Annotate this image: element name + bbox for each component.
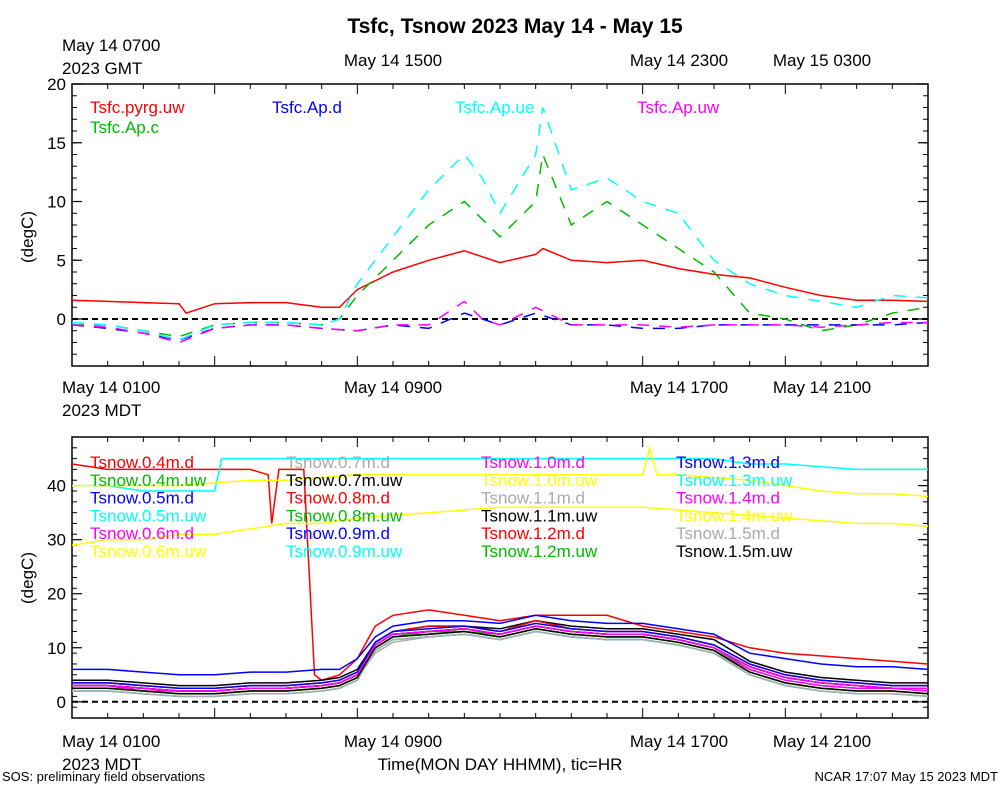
top-mdt-origin-line2: 2023 MDT	[62, 401, 141, 420]
x-axis-label: Time(MON DAY HHMM), tic=HR	[378, 755, 623, 774]
series-line-tsnow-1-4m-d	[72, 625, 928, 692]
legend-entry-tsfc-ap-ue: Tsfc.Ap.ue	[455, 98, 534, 117]
series-line-tsnow-1-5m-d	[72, 630, 929, 698]
legend-entry-tsfc-ap-d: Tsfc.Ap.d	[272, 98, 342, 117]
legend-entry-tsnow-1-4m-uw: Tsnow.1.4m.uw	[676, 506, 793, 525]
top-mdt-tick-3: May 14 2100	[773, 378, 871, 397]
series-line-tsfc-ap-uw	[71, 300, 928, 344]
legend-entry-tsfc-ap-uw: Tsfc.Ap.uw	[637, 98, 720, 117]
legend-entry-tsnow-0-5m-uw: Tsnow.0.5m.uw	[90, 506, 207, 525]
series-line-tsfc-ap-d	[71, 312, 929, 341]
series-line-tsnow-1-5m-uw	[72, 628, 929, 695]
footer-right: NCAR 17:07 May 15 2023 MDT	[814, 769, 998, 784]
bottom-mdt-tick-2: May 14 1700	[630, 732, 728, 751]
series-line-tsfc-ap-c	[72, 151, 929, 338]
top-x-ticks	[71, 84, 929, 366]
series-line-tsnow-0-5m-uw	[72, 457, 928, 492]
y-tick-label: 0	[57, 310, 66, 329]
legend-entry-tsfc-ap-c: Tsfc.Ap.c	[90, 118, 159, 137]
legend-entry-tsnow-0-9m-d: Tsnow.0.9m.d	[286, 524, 390, 543]
top-mdt-tick-1: May 14 0900	[344, 378, 442, 397]
legend-entry-tsnow-1-4m-d: Tsnow.1.4m.d	[676, 489, 780, 508]
bottom-mdt-origin-line2: 2023 MDT	[62, 755, 141, 774]
y-tick-label: 5	[57, 251, 66, 270]
series-line-tsnow-0-6m-uw	[71, 506, 929, 546]
footer-left: SOS: preliminary field observations	[2, 769, 206, 784]
legend-entry-tsnow-0-6m-uw: Tsnow.0.6m.uw	[90, 542, 207, 561]
legend-entry-tsnow-0-4m-uw: Tsnow.0.4m.uw	[90, 471, 207, 490]
legend-entry-tsnow-1-3m-uw: Tsnow.1.3m.uw	[676, 471, 793, 490]
series-line-tsnow-1-3m-uw	[72, 630, 929, 698]
legend-entry-tsnow-1-0m-uw: Tsnow.1.0m.uw	[481, 471, 598, 490]
top-mdt-origin-line1: May 14 0100	[62, 378, 160, 397]
legend-entry-tsfc-pyrg-uw: Tsfc.pyrg.uw	[90, 98, 185, 117]
legend-entry-tsnow-0-8m-uw: Tsnow.0.8m.uw	[286, 506, 403, 525]
y-tick-label: 10	[47, 639, 66, 658]
series-line-tsnow-0-5m-d	[72, 614, 929, 676]
legend-entry-tsnow-1-0m-d: Tsnow.1.0m.d	[481, 453, 585, 472]
legend-entry-tsnow-0-7m-d: Tsnow.0.7m.d	[286, 453, 390, 472]
series-line-tsnow-1-3m-d	[72, 622, 928, 690]
series-line-tsnow-0-6m-d	[72, 628, 929, 692]
legend-entry-tsnow-0-7m-uw: Tsnow.0.7m.uw	[286, 471, 403, 490]
y-tick-label: 30	[47, 531, 66, 550]
legend-entry-tsnow-1-5m-d: Tsnow.1.5m.d	[676, 524, 780, 543]
legend-entry-tsnow-1-1m-uw: Tsnow.1.1m.uw	[481, 506, 598, 525]
top-series-group	[71, 107, 929, 344]
series-line-tsnow-0-4m-uw	[72, 625, 929, 692]
top-gmt-tick-1: May 14 1500	[344, 51, 442, 70]
legend-entry-tsnow-0-8m-d: Tsnow.0.8m.d	[286, 489, 390, 508]
legend-entry-tsnow-0-9m-uw: Tsnow.0.9m.uw	[286, 542, 403, 561]
y-tick-label: 20	[47, 585, 66, 604]
bottom-mdt-tick-3: May 14 2100	[773, 732, 871, 751]
legend-entry-tsnow-0-4m-d: Tsnow.0.4m.d	[90, 453, 194, 472]
chart-title: Tsfc, Tsnow 2023 May 14 - May 15	[347, 15, 683, 38]
top-y-axis: 0 5 10 15 20	[47, 75, 928, 367]
series-line-tsnow-1-1m-d	[72, 630, 929, 698]
legend-entry-tsnow-0-5m-d: Tsnow.0.5m.d	[90, 489, 194, 508]
bottom-series-group	[71, 444, 929, 698]
top-mdt-tick-2: May 14 1700	[630, 378, 728, 397]
y-tick-label: 15	[47, 134, 66, 153]
legend-entry-tsnow-1-1m-d: Tsnow.1.1m.d	[481, 489, 585, 508]
y-tick-label: 20	[47, 75, 66, 94]
bottom-mdt-origin-line1: May 14 0100	[62, 732, 160, 751]
series-line-tsnow-0-4m-d	[71, 463, 929, 682]
legend-entry-tsnow-1-2m-uw: Tsnow.1.2m.uw	[481, 542, 598, 561]
series-line-tsnow-0-9m-d	[72, 625, 928, 692]
bottom-mdt-tick-1: May 14 0900	[344, 732, 442, 751]
series-line-tsfc-ap-ue	[71, 107, 929, 341]
legend-entry-tsnow-0-6m-d: Tsnow.0.6m.d	[90, 524, 194, 543]
series-line-tsfc-pyrg-uw	[71, 247, 929, 314]
series-line-tsnow-0-7m-uw	[72, 619, 928, 687]
top-gmt-origin-line2: 2023 GMT	[62, 59, 142, 78]
top-gmt-tick-3: May 15 0300	[773, 51, 871, 70]
bottom-x-ticks	[71, 437, 929, 718]
top-gmt-origin-line1: May 14 0700	[62, 36, 160, 55]
y-tick-label: 0	[57, 693, 66, 712]
bottom-y-axis-label: (degC)	[18, 552, 37, 604]
y-tick-label: 40	[47, 477, 66, 496]
top-gmt-tick-2: May 14 2300	[630, 51, 728, 70]
series-line-tsnow-1-0m-uw	[72, 444, 929, 498]
series-line-tsnow-1-2m-d	[72, 625, 928, 692]
legend-entry-tsnow-1-5m-uw: Tsnow.1.5m.uw	[676, 542, 793, 561]
legend-entry-tsnow-1-3m-d: Tsnow.1.3m.d	[676, 453, 780, 472]
series-line-tsnow-0-9m-uw	[72, 630, 929, 698]
y-tick-label: 10	[47, 193, 66, 212]
legend-entry-tsnow-1-2m-d: Tsnow.1.2m.d	[481, 524, 585, 543]
series-line-tsnow-1-1m-uw	[72, 625, 928, 692]
top-plot-frame	[71, 83, 929, 367]
bottom-legend: Tsnow.0.4m.dTsnow.0.4m.uwTsnow.0.5m.dTsn…	[90, 453, 793, 561]
top-y-axis-label: (degC)	[18, 211, 37, 263]
